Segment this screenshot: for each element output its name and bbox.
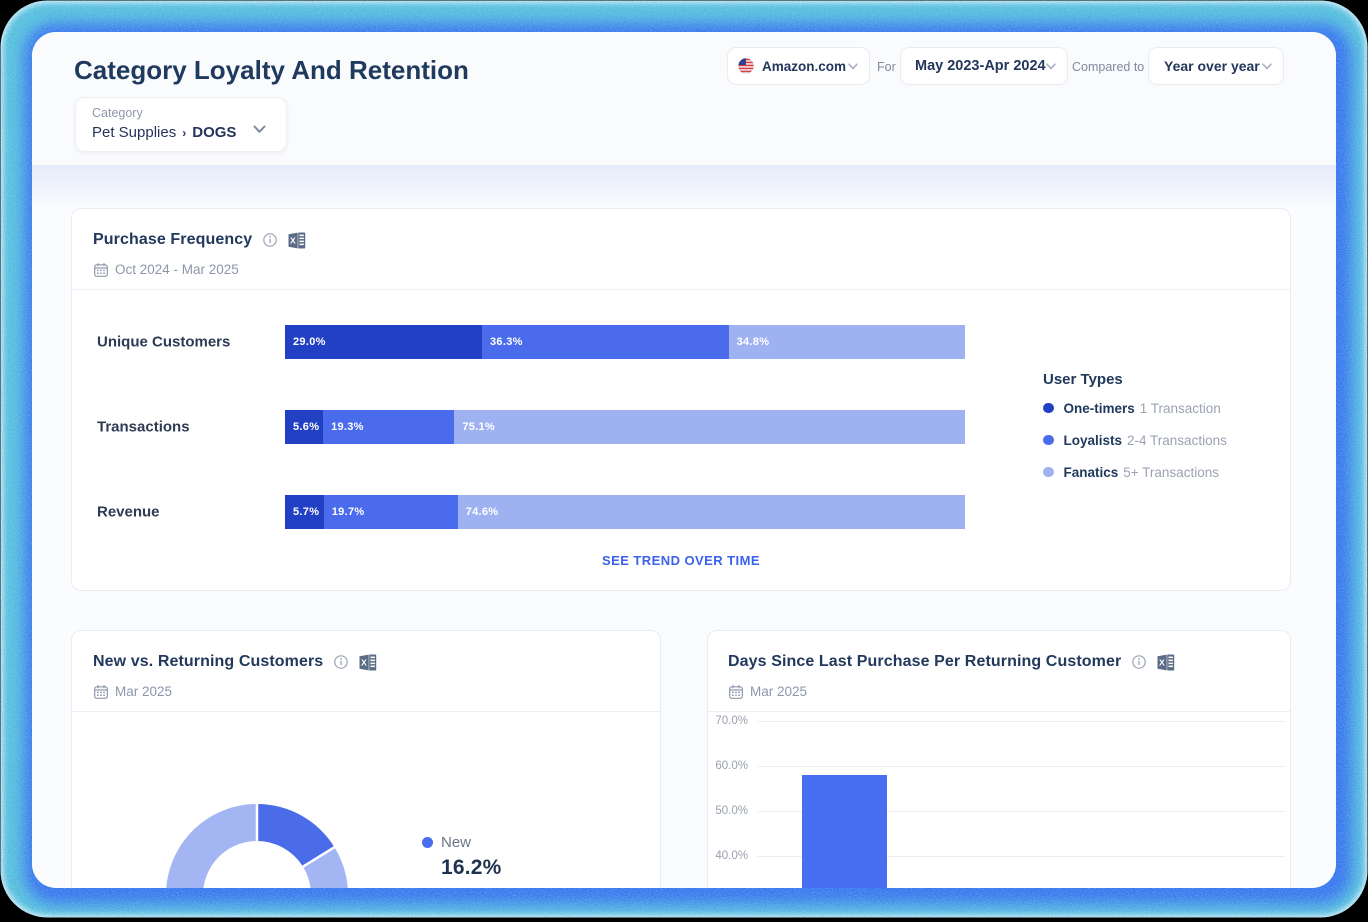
info-icon[interactable] (1132, 655, 1147, 669)
marketplace-dropdown[interactable]: Amazon.com (727, 47, 870, 85)
compared-to-label: Compared to (1072, 59, 1145, 74)
bar-segment[interactable]: 74.6% (457, 494, 965, 529)
legend-label: One-timers (1063, 400, 1135, 416)
donut-segment[interactable] (166, 804, 348, 888)
see-trend-link[interactable]: SEE TREND OVER TIME (601, 553, 761, 568)
y-axis-tick: 50.0% (715, 805, 748, 817)
svg-text:X: X (290, 235, 296, 245)
donut-legend: New 16.2% (422, 834, 502, 880)
bar-segment[interactable]: 19.7% (323, 494, 458, 529)
legend-label: Fanatics (1063, 464, 1119, 480)
card-period: Oct 2024 - Mar 2025 (115, 262, 239, 277)
stacked-bar: 5.6% 19.3% 75.1% (285, 409, 965, 444)
bar-segment[interactable]: 36.3% (482, 324, 729, 359)
excel-export-icon[interactable]: X (359, 654, 377, 671)
card-period: Mar 2025 (115, 684, 173, 699)
y-axis-tick: 60.0% (715, 760, 748, 772)
marketplace-value: Amazon.com (762, 58, 847, 74)
legend-label: New (441, 834, 472, 851)
calendar-icon (94, 262, 108, 277)
stacked-bar: 5.7% 19.7% 74.6% (285, 494, 965, 529)
legend-label: Loyalists (1063, 432, 1123, 448)
us-flag-icon (738, 58, 754, 74)
gridline (757, 810, 1285, 812)
legend-value: 16.2% (441, 856, 502, 879)
legend-dot (1043, 466, 1054, 478)
chevron-down-icon (1045, 57, 1056, 75)
card-header: Days Since Last Purchase Per Returning C… (708, 631, 1290, 712)
days-since-last-purchase-card: Days Since Last Purchase Per Returning C… (707, 630, 1291, 888)
excel-export-icon[interactable]: X (1157, 654, 1175, 671)
donut-chart (166, 803, 348, 888)
date-range-value: May 2023-Apr 2024 (915, 58, 1046, 74)
bar-row-label: Unique Customers (97, 333, 231, 350)
category-sub: DOGS (192, 124, 237, 141)
bar[interactable] (802, 775, 887, 888)
info-icon[interactable] (263, 233, 278, 247)
bar-row-label: Revenue (97, 503, 160, 520)
category-main: Pet Supplies (92, 124, 177, 141)
card-title: Days Since Last Purchase Per Returning C… (728, 653, 1122, 670)
legend-desc: 5+ Transactions (1123, 464, 1219, 480)
gridline (757, 765, 1285, 767)
user-types-legend: User Types One-timers 1 Transaction Loyali… (1043, 371, 1227, 488)
calendar-icon (729, 684, 743, 699)
svg-text:X: X (1159, 657, 1165, 667)
legend-item: Loyalists 2-4 Transactions (1043, 424, 1227, 456)
donut-divider (301, 845, 336, 869)
legend-dot (1043, 434, 1054, 446)
calendar-icon (94, 684, 108, 699)
card-header: Purchase Frequency X (72, 209, 1290, 290)
chevron-down-icon (1262, 57, 1272, 75)
bar-segment[interactable]: 19.3% (323, 409, 455, 444)
comparison-dropdown[interactable]: Year over year (1148, 47, 1284, 85)
category-selector-label: Category (92, 106, 143, 120)
y-axis-tick: 40.0% (715, 850, 748, 862)
page-title: Category Loyalty And Retention (74, 55, 469, 85)
excel-export-icon[interactable]: X (288, 232, 306, 249)
app-panel: Category Loyalty And Retention Category … (32, 32, 1336, 888)
chevron-down-icon (253, 121, 266, 139)
bar-segment[interactable]: 75.1% (454, 409, 965, 444)
legend-desc: 1 Transaction (1139, 400, 1221, 416)
chevron-down-icon (848, 57, 858, 75)
header-scroll-shadow (32, 166, 1336, 210)
bar-row-label: Transactions (97, 418, 190, 435)
legend-desc: 2-4 Transactions (1127, 432, 1227, 448)
card-title: Purchase Frequency (93, 231, 253, 248)
comparison-value: Year over year (1164, 58, 1260, 74)
gridline (757, 720, 1285, 722)
bar-segment[interactable]: 5.6% (285, 409, 324, 444)
legend-title: User Types (1043, 371, 1123, 388)
bar-segment[interactable]: 5.7% (285, 494, 324, 529)
legend-item: Fanatics 5+ Transactions (1043, 456, 1227, 488)
for-label: For (877, 59, 896, 74)
new-vs-returning-card: New vs. Returning Customers X (71, 630, 661, 888)
bar-segment[interactable]: 29.0% (285, 324, 482, 359)
breadcrumb-separator: › (182, 126, 187, 140)
category-selector[interactable]: Category Pet Supplies › DOGS (75, 97, 287, 152)
card-header: New vs. Returning Customers X (72, 631, 660, 712)
donut-segment[interactable] (257, 804, 335, 867)
card-period: Mar 2025 (750, 684, 808, 699)
legend-dot (422, 837, 433, 848)
legend-dot (1043, 402, 1054, 414)
purchase-frequency-card: Purchase Frequency X (71, 208, 1291, 591)
info-icon[interactable] (334, 655, 349, 669)
page-header: Category Loyalty And Retention Category … (32, 32, 1336, 166)
date-range-dropdown[interactable]: May 2023-Apr 2024 (900, 47, 1068, 85)
gridline (757, 855, 1285, 857)
bar-chart: 70.0% 60.0% 50.0% 40.0% (708, 712, 1290, 888)
category-selector-value: Pet Supplies › DOGS (92, 124, 236, 141)
svg-text:X: X (361, 657, 367, 667)
stacked-bar: 29.0% 36.3% 34.8% (285, 324, 965, 359)
card-title: New vs. Returning Customers (93, 653, 324, 670)
y-axis-tick: 70.0% (715, 715, 748, 727)
bar-segment[interactable]: 34.8% (728, 324, 965, 359)
legend-item: One-timers 1 Transaction (1043, 392, 1227, 424)
